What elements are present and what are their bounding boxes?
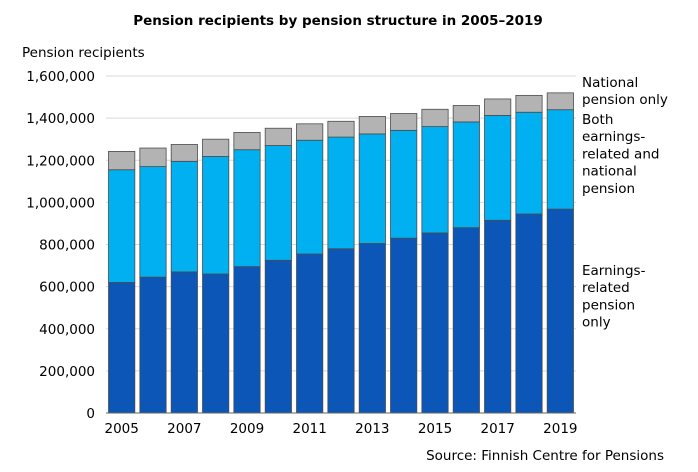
- bar-segment-s2-2017: [484, 98, 512, 116]
- legend-label-line: pension: [582, 297, 635, 313]
- bar-segment-s1-2008: [202, 156, 230, 275]
- bar-segment-s1-2014: [390, 129, 418, 239]
- bar-segment-s2-2012: [327, 120, 355, 138]
- legend-label-line: Both: [582, 112, 613, 128]
- legend-label-line: related and: [582, 146, 659, 162]
- y-tick-label: 800,000: [39, 238, 95, 254]
- legend-label-line: related: [582, 280, 630, 296]
- bar-segment-s1-2006: [139, 166, 167, 278]
- bar-segment-s0-2016: [452, 227, 480, 414]
- legend-label-line: pension: [582, 181, 635, 197]
- bar-segment-s2-2019: [546, 92, 574, 111]
- bar-segment-s2-2007: [170, 144, 198, 162]
- x-tick-label: 2019: [543, 421, 577, 437]
- bar-segment-s1-2007: [170, 160, 198, 273]
- bar-segment-s0-2010: [264, 259, 292, 414]
- bar-segment-s0-2017: [484, 219, 512, 414]
- bar-segment-s0-2009: [233, 266, 261, 414]
- chart-title: Pension recipients by pension structure …: [133, 13, 543, 29]
- bar-segment-s0-2019: [546, 208, 574, 414]
- x-tick-label: 2015: [418, 421, 452, 437]
- x-tick-label: 2011: [292, 421, 326, 437]
- y-axis-label: Pension recipients: [22, 45, 145, 61]
- bar-segment-s1-2017: [484, 114, 512, 221]
- bar-segment-s1-2013: [358, 133, 386, 244]
- bar-segment-s2-2006: [139, 147, 167, 167]
- y-tick-label: 1,000,000: [26, 195, 95, 211]
- y-tick-label: 1,600,000: [26, 69, 95, 85]
- bar-segment-s2-2016: [452, 105, 480, 123]
- bar-segment-s1-2009: [233, 149, 261, 268]
- y-tick-label: 1,200,000: [26, 153, 95, 169]
- x-tick-label: 2007: [167, 421, 201, 437]
- bar-segment-s1-2019: [546, 109, 574, 210]
- y-tick-label: 1,400,000: [26, 111, 95, 127]
- y-tick-label: 600,000: [39, 280, 95, 296]
- bar-segment-s2-2015: [421, 108, 449, 127]
- bar-segment-s0-2006: [139, 276, 167, 414]
- bar-segment-s2-2008: [202, 138, 230, 157]
- y-tick-label: 400,000: [39, 322, 95, 338]
- bar-segment-s2-2009: [233, 132, 261, 151]
- bar-segment-s0-2008: [202, 273, 230, 414]
- source-note: Source: Finnish Centre for Pensions: [426, 448, 664, 464]
- bar-segment-s0-2014: [390, 237, 418, 414]
- bar-segment-s2-2014: [390, 113, 418, 131]
- x-tick-label: 2017: [480, 421, 514, 437]
- bars: [108, 92, 574, 414]
- legend-label-line: only: [582, 315, 611, 331]
- bar-segment-s2-2005: [108, 151, 136, 171]
- bar-segment-s1-2018: [515, 111, 543, 215]
- x-tick-label: 2013: [355, 421, 389, 437]
- x-tick-label: 2005: [104, 421, 138, 437]
- bar-segment-s1-2015: [421, 126, 449, 234]
- bar-segment-s2-2018: [515, 94, 543, 113]
- bar-segment-s0-2015: [421, 232, 449, 414]
- legend-label-line: pension only: [582, 92, 668, 108]
- legend: Earnings-relatedpensiononlyBothearnings-…: [582, 75, 668, 331]
- x-tick-label: 2009: [230, 421, 264, 437]
- legend-label-line: earnings-: [582, 129, 645, 145]
- legend-label-line: National: [582, 75, 638, 91]
- x-tick-labels: 2005 2007 2009 2011 2013 2015 2017 2019: [104, 421, 577, 437]
- bar-segment-s2-2013: [358, 116, 386, 135]
- bar-segment-s1-2010: [264, 145, 292, 261]
- bar-segment-s0-2005: [108, 282, 136, 414]
- bar-segment-s0-2007: [170, 271, 198, 414]
- bar-segment-s0-2012: [327, 248, 355, 414]
- y-tick-label: 200,000: [39, 364, 95, 380]
- y-tick-labels: 0 200,000 400,000 600,000 800,000 1,000,000 1,…: [26, 69, 95, 422]
- legend-label-line: national: [582, 164, 637, 180]
- bar-segment-s2-2010: [264, 127, 292, 146]
- bar-segment-s0-2018: [515, 213, 543, 414]
- y-tick-label: 0: [86, 406, 95, 422]
- bar-segment-s1-2012: [327, 136, 355, 250]
- bar-segment-s2-2011: [296, 123, 324, 141]
- legend-label-line: Earnings-: [582, 263, 646, 279]
- bar-segment-s0-2013: [358, 243, 386, 414]
- bar-segment-s0-2011: [296, 253, 324, 414]
- bar-segment-s1-2016: [452, 121, 480, 229]
- bar-segment-s1-2005: [108, 169, 136, 283]
- bar-segment-s1-2011: [296, 139, 324, 255]
